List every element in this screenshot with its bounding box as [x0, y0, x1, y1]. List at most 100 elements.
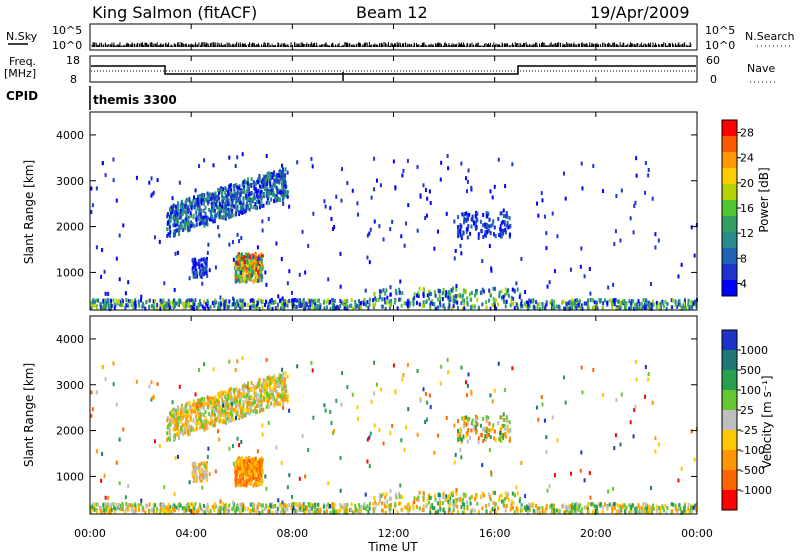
- velocity-cell: [448, 507, 451, 512]
- nsky-sample: [621, 45, 623, 47]
- velocity-cell: [511, 491, 514, 496]
- velocity-cell: [150, 508, 153, 513]
- power-cell: [150, 176, 153, 181]
- power-cell: [259, 192, 262, 197]
- velocity-cell: [112, 502, 115, 507]
- power-cell: [670, 298, 673, 303]
- nsky-sample: [147, 44, 149, 47]
- velocity-cell: [227, 411, 230, 416]
- power-cell: [170, 205, 173, 210]
- freq-tick-top: 18: [66, 54, 80, 67]
- power-cell: [453, 219, 456, 224]
- velocity-cell: [493, 436, 496, 441]
- velocity-cell: [349, 507, 352, 512]
- velocity-cell: [226, 398, 229, 403]
- power-cell: [237, 199, 240, 204]
- power-cell: [249, 182, 252, 187]
- power-cell: [500, 289, 503, 294]
- power-cell: [193, 224, 196, 229]
- nsky-sample: [370, 45, 372, 47]
- power-cell: [565, 302, 568, 307]
- power-cell: [251, 254, 254, 259]
- power-cell: [621, 301, 624, 306]
- power-cell: [266, 178, 269, 183]
- power-cell: [165, 301, 168, 306]
- power-cell: [382, 288, 385, 293]
- velocity-cell: [237, 456, 240, 461]
- velocity-cell: [200, 467, 203, 472]
- velocity-cell: [178, 428, 181, 433]
- power-cell: [246, 303, 249, 308]
- nsky-sample: [264, 42, 266, 47]
- nsky-sample: [443, 45, 445, 47]
- power-cell: [198, 208, 201, 213]
- nsky-sample: [497, 44, 499, 47]
- power-cell: [201, 267, 204, 272]
- power-cell: [172, 232, 175, 237]
- velocity-cell: [439, 500, 442, 505]
- velocity-cell: [680, 510, 683, 515]
- velocity-cell: [274, 510, 277, 515]
- velocity-cell: [489, 435, 492, 440]
- nsky-sample: [682, 43, 684, 47]
- power-cell: [372, 305, 375, 310]
- velocity-cell: [152, 508, 155, 513]
- velocity-cell: [253, 462, 256, 467]
- velocity-cell: [503, 426, 506, 431]
- nsky-sample: [335, 44, 337, 47]
- velocity-cell: [227, 391, 230, 396]
- power-cell: [418, 286, 421, 291]
- nsky-sample: [470, 43, 472, 47]
- velocity-cell: [260, 475, 263, 480]
- power-cell: [110, 303, 113, 308]
- power-cell: [267, 190, 270, 195]
- velocity-cell: [214, 395, 217, 400]
- power-cell: [293, 298, 296, 303]
- frequency-trace: [91, 65, 696, 75]
- power-cell: [398, 297, 401, 302]
- velocity-cell: [254, 465, 257, 470]
- velocity-cell: [169, 504, 172, 509]
- power-cell: [243, 268, 246, 273]
- nsky-sample: [330, 43, 332, 47]
- power-cell: [503, 222, 506, 227]
- power-cell: [228, 299, 231, 304]
- velocity-cell: [500, 499, 503, 504]
- power-cell: [578, 299, 581, 304]
- power-cell: [248, 207, 251, 212]
- nsky-sample: [317, 45, 319, 47]
- velocity-cell: [634, 510, 637, 515]
- velocity-cell: [91, 504, 94, 509]
- power-cell: [262, 203, 265, 208]
- power-cell: [213, 217, 216, 222]
- nsky-sample: [160, 43, 162, 47]
- nsky-sample: [186, 45, 188, 47]
- nsky-sample: [632, 43, 634, 47]
- velocity-cell: [457, 497, 460, 502]
- power-cell: [613, 242, 616, 247]
- power-cell: [219, 305, 222, 310]
- power-cell: [426, 293, 429, 298]
- velocity-cell: [578, 503, 581, 508]
- velocity-cell: [474, 417, 477, 422]
- velocity-cell: [251, 401, 254, 406]
- power-cell: [424, 188, 427, 193]
- power-cell: [205, 266, 208, 271]
- power-cell: [148, 298, 151, 303]
- power-cell: [260, 195, 263, 200]
- velocity-cell: [199, 415, 202, 420]
- velocity-cell: [647, 509, 650, 514]
- velocity-cell: [471, 507, 474, 512]
- velocity-cell: [399, 501, 402, 506]
- velocity-cell: [643, 506, 646, 511]
- power-cell: [453, 298, 456, 303]
- power-cell: [366, 300, 369, 305]
- nsky-sample: [674, 43, 676, 47]
- nsky-sample: [236, 42, 238, 47]
- velocity-cell: [174, 414, 177, 419]
- power-cell: [185, 222, 188, 227]
- velocity-cell: [230, 408, 233, 413]
- nsky-sample: [540, 42, 542, 47]
- velocity-cell: [406, 507, 409, 512]
- nsky-sample: [685, 44, 687, 47]
